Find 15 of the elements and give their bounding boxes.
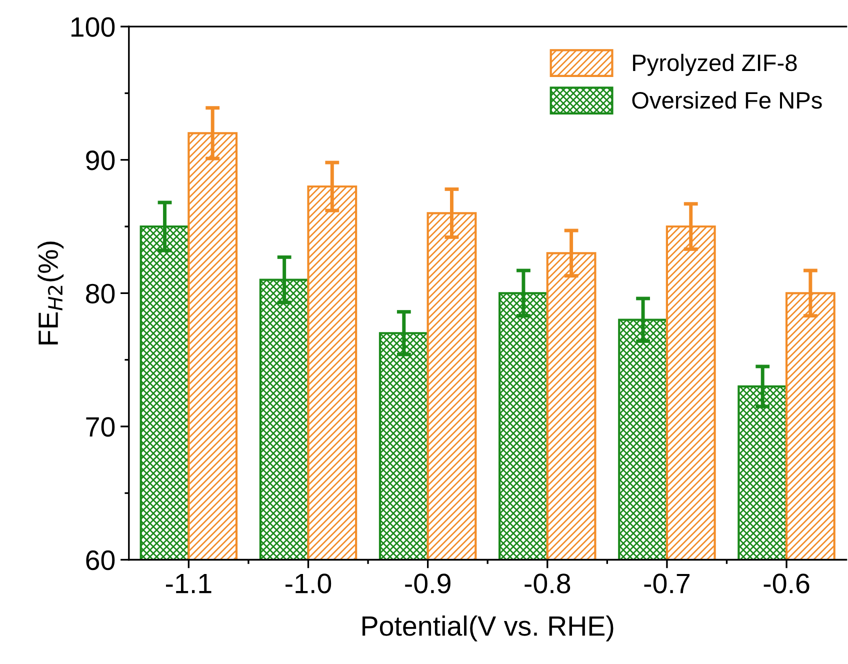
legend-label: Pyrolyzed ZIF-8: [633, 54, 797, 76]
x-tick-label: -1.0: [286, 574, 332, 594]
y-tick-label: 70: [86, 417, 115, 437]
y-tick-label: 90: [86, 150, 115, 170]
y-axis-title: FE$_{H2}$(%): [38, 242, 64, 344]
y-tick-label: 80: [86, 284, 115, 304]
x-tick-label: -1.1: [166, 574, 212, 594]
x-tick-label: -0.8: [524, 574, 570, 594]
x-tick-label: -0.9: [405, 574, 450, 594]
x-axis-title: Potential(V vs. RHE): [362, 616, 614, 642]
y-tick-label: 100: [71, 17, 115, 37]
legend-label: Oversized Fe NPs: [632, 91, 822, 109]
x-tick-label: -0.6: [764, 574, 810, 594]
y-tick-label: 60: [86, 550, 115, 570]
x-tick-label: -0.7: [644, 574, 690, 594]
